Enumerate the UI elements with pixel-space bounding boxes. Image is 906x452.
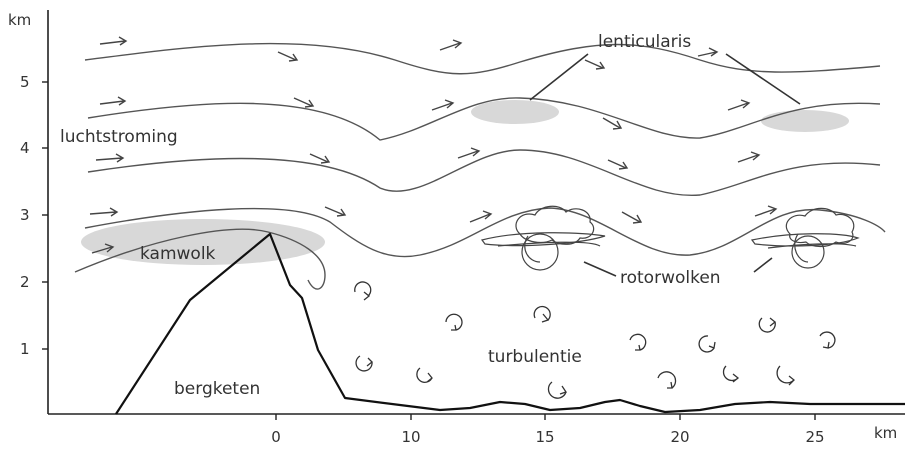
airflow-line	[87, 97, 881, 141]
x-tick-label: 20	[670, 428, 689, 446]
rotorwolken-leader-right	[753, 257, 773, 273]
x-tick-label: 15	[535, 428, 554, 446]
y-tick-label: 1	[20, 340, 30, 358]
airflow-line	[84, 207, 886, 258]
turbulence-swirls	[354, 281, 836, 399]
rotorwolk-left	[480, 205, 606, 271]
airflow-line	[87, 149, 881, 196]
y-tick-label: 4	[20, 139, 30, 157]
label-lenticularis: lenticularis	[598, 32, 691, 52]
label-bergketen: bergketen	[174, 379, 260, 399]
x-tick-label: 25	[805, 428, 824, 446]
lenticularis-cloud	[471, 100, 559, 124]
y-tick-label: 5	[20, 73, 30, 91]
x-tick-label: 0	[271, 428, 281, 446]
y-tick-label: 2	[20, 273, 30, 291]
lenticularis-leader-left	[529, 53, 589, 101]
x-axis-ticks	[275, 414, 816, 420]
lenticularis-cloud	[761, 110, 849, 132]
rotorwolken-leader-left	[583, 261, 617, 277]
mountain-ridge	[115, 232, 905, 415]
airflow-line	[74, 228, 326, 290]
label-turbulentie: turbulentie	[488, 347, 582, 367]
y-axis-ticks	[42, 81, 48, 350]
x-axis-unit: km	[874, 424, 897, 442]
y-axis-unit: km	[8, 11, 31, 29]
airflow-line	[84, 42, 881, 75]
label-kamwolk: kamwolk	[140, 244, 216, 264]
x-tick-label: 10	[401, 428, 420, 446]
label-rotorwolken: rotorwolken	[620, 268, 721, 288]
label-luchtstroming: luchtstroming	[60, 127, 178, 147]
lenticularis-leader-right	[725, 53, 801, 105]
y-tick-label: 3	[20, 206, 30, 224]
rotorwolk-right	[750, 207, 860, 269]
flow-arrows	[89, 36, 778, 254]
